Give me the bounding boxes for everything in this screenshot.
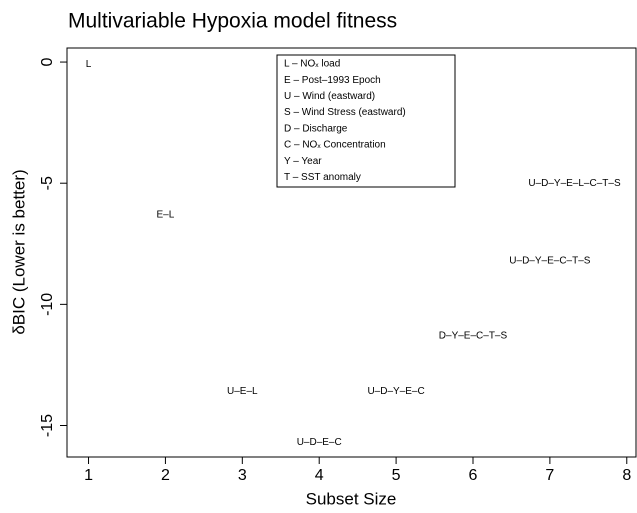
legend-entry: T – SST anomaly <box>284 172 361 183</box>
legend-entry: Y – Year <box>284 156 322 167</box>
point-label: E–L <box>157 209 175 220</box>
point-label: U–D–Y–E–C <box>367 386 424 397</box>
point-label: U–D–Y–E–C–T–S <box>509 255 590 266</box>
point-label: L <box>86 59 92 70</box>
x-tick-label: 7 <box>545 467 554 484</box>
point-label: U–D–Y–E–L–C–T–S <box>528 178 621 189</box>
legend-entry: D – Discharge <box>284 123 348 134</box>
plot-frame <box>66 47 637 458</box>
point-label: U–D–E–C <box>297 437 342 448</box>
x-tick-label: 4 <box>315 467 324 484</box>
x-tick-label: 1 <box>84 467 93 484</box>
y-tick-label: 0 <box>39 58 56 67</box>
y-axis-label: δBIC (Lower is better) <box>9 169 28 334</box>
point-label: U–E–L <box>227 386 258 397</box>
chart-title: Multivariable Hypoxia model fitness <box>68 10 397 33</box>
x-tick-label: 8 <box>622 467 631 484</box>
legend-entry: U – Wind (eastward) <box>284 91 375 102</box>
x-tick-label: 5 <box>392 467 401 484</box>
legend-entry: L – NOₓ load <box>284 59 340 70</box>
legend-entry: E – Post–1993 Epoch <box>284 75 381 86</box>
legend-box <box>276 54 456 188</box>
legend-entry: S – Wind Stress (eastward) <box>284 107 406 118</box>
x-tick-label: 6 <box>469 467 478 484</box>
legend-entry: C – NOₓ Concentration <box>284 140 386 151</box>
x-tick-label: 2 <box>161 467 170 484</box>
point-label: D–Y–E–C–T–S <box>439 330 508 341</box>
y-tick-label: -10 <box>39 293 56 316</box>
y-tick-label: -5 <box>39 176 56 190</box>
x-axis-label: Subset Size <box>306 489 397 508</box>
y-tick-label: -15 <box>39 414 56 437</box>
x-tick-label: 3 <box>238 467 247 484</box>
